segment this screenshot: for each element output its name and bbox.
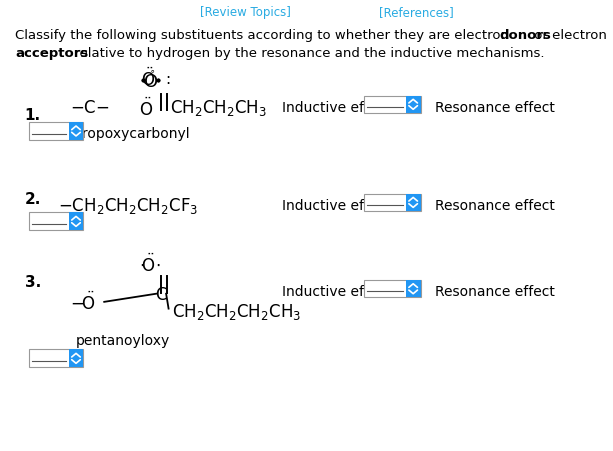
Text: [References]: [References] bbox=[379, 6, 454, 19]
FancyBboxPatch shape bbox=[69, 123, 83, 141]
Text: acceptors: acceptors bbox=[15, 47, 88, 60]
Text: $\mathring{\mathrm{O}}$: $\mathring{\mathrm{O}}$ bbox=[143, 70, 158, 92]
FancyBboxPatch shape bbox=[406, 281, 421, 298]
FancyBboxPatch shape bbox=[69, 213, 83, 231]
FancyBboxPatch shape bbox=[364, 194, 421, 212]
Text: $-\!\ddot{\rm O}$: $-\!\ddot{\rm O}$ bbox=[70, 291, 96, 313]
FancyBboxPatch shape bbox=[364, 281, 421, 298]
FancyBboxPatch shape bbox=[29, 350, 83, 368]
Text: Resonance effect: Resonance effect bbox=[435, 101, 555, 114]
FancyBboxPatch shape bbox=[406, 194, 421, 212]
Text: Inductive effect: Inductive effect bbox=[282, 198, 390, 212]
Text: Classify the following substituents according to whether they are electron: Classify the following substituents acco… bbox=[15, 29, 514, 42]
FancyBboxPatch shape bbox=[69, 350, 83, 368]
Text: $-$CH$_2$CH$_2$CH$_2$CF$_3$: $-$CH$_2$CH$_2$CH$_2$CF$_3$ bbox=[58, 195, 199, 215]
Text: :: : bbox=[165, 71, 170, 87]
Text: CH$_2$CH$_2$CH$_2$CH$_3$: CH$_2$CH$_2$CH$_2$CH$_3$ bbox=[172, 301, 301, 321]
Text: 1.: 1. bbox=[25, 107, 40, 123]
Text: 3.: 3. bbox=[25, 274, 41, 290]
Text: 2.: 2. bbox=[25, 192, 41, 207]
Text: $\ddot{\rm O}$: $\ddot{\rm O}$ bbox=[139, 97, 153, 120]
Text: Resonance effect: Resonance effect bbox=[435, 284, 555, 298]
Text: or electron: or electron bbox=[530, 29, 606, 42]
Text: pentanoyloxy: pentanoyloxy bbox=[75, 334, 170, 348]
Text: C: C bbox=[156, 285, 167, 303]
Text: $-$C$-$: $-$C$-$ bbox=[70, 99, 110, 117]
Text: relative to hydrogen by the resonance and the inductive mechanisms.: relative to hydrogen by the resonance an… bbox=[70, 47, 545, 60]
FancyBboxPatch shape bbox=[29, 123, 83, 141]
Text: donors: donors bbox=[500, 29, 552, 42]
Text: $\ddot{\rm O}$: $\ddot{\rm O}$ bbox=[141, 68, 156, 90]
Text: [Review Topics]: [Review Topics] bbox=[200, 6, 291, 19]
Text: propoxycarbonyl: propoxycarbonyl bbox=[74, 126, 190, 140]
Text: Resonance effect: Resonance effect bbox=[435, 198, 555, 212]
Text: Inductive effect: Inductive effect bbox=[282, 101, 390, 114]
Text: CH$_2$CH$_2$CH$_3$: CH$_2$CH$_2$CH$_3$ bbox=[170, 98, 267, 118]
FancyBboxPatch shape bbox=[406, 97, 421, 114]
FancyBboxPatch shape bbox=[364, 97, 421, 114]
Text: Inductive effect: Inductive effect bbox=[282, 284, 390, 298]
Text: $\cdot\!\ddot{\rm O}\!\cdot$: $\cdot\!\ddot{\rm O}\!\cdot$ bbox=[139, 253, 161, 275]
FancyBboxPatch shape bbox=[29, 213, 83, 231]
